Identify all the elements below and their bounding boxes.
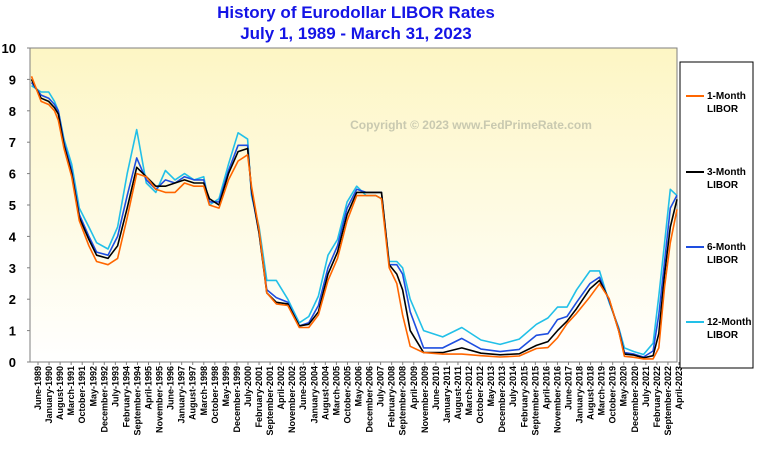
legend-label: 1-Month [707, 91, 746, 102]
x-tick-label: January-2004 [309, 366, 319, 424]
y-axis: 0 1 2 3 4 5 6 7 8 9 10 [2, 41, 30, 370]
legend-box [679, 61, 754, 369]
x-tick-label: April-2023 [674, 366, 684, 410]
x-tick-label: March-1991 [66, 366, 76, 416]
x-tick-label: February-2022 [652, 366, 662, 428]
y-tick-label: 0 [9, 355, 16, 370]
x-tick-label: October-1998 [210, 366, 220, 424]
x-tick-label: December-2006 [365, 366, 375, 433]
x-tick-label: February-2001 [254, 366, 264, 428]
y-tick-label: 10 [2, 41, 16, 56]
series-line-3-month-libor [30, 79, 678, 359]
x-tick-label: April-2002 [276, 366, 286, 410]
y-tick-label: 9 [9, 72, 16, 87]
legend-label: LIBOR [707, 104, 739, 115]
x-tick-label: November-2009 [420, 366, 430, 433]
x-tick-label: July-2007 [376, 366, 386, 407]
x-tick-label: June-2017 [563, 366, 573, 410]
x-tick-label: September-2022 [663, 366, 673, 436]
series-line-12-month-libor [31, 85, 678, 356]
x-tick-label: May-2020 [619, 366, 629, 407]
x-tick-label: April-1995 [144, 366, 154, 410]
x-tick-label: July-2014 [508, 366, 518, 407]
x-tick-label: March-2012 [464, 366, 474, 416]
x-tick-label: May-1999 [221, 366, 231, 407]
x-tick-label: December-1999 [232, 366, 242, 433]
x-tick-label: September-2001 [265, 366, 275, 436]
x-tick-label: December-2013 [497, 366, 507, 433]
x-tick-label: November-2016 [552, 366, 562, 433]
x-tick-label: June-2003 [298, 366, 308, 410]
y-tick-label: 3 [9, 261, 16, 276]
x-tick-label: May-2006 [354, 366, 364, 407]
x-tick-label: February-1994 [121, 366, 131, 428]
x-tick-label: May-2013 [486, 366, 496, 407]
legend-label: LIBOR [707, 180, 739, 191]
x-tick-label: April-2009 [409, 366, 419, 410]
x-tick-label: June-1996 [166, 366, 176, 410]
x-tick-label: October-2005 [342, 366, 352, 424]
x-tick-label: February-2015 [519, 366, 529, 428]
x-tick-label: January-2011 [442, 366, 452, 423]
x-tick-label: May-1992 [88, 366, 98, 407]
x-tick-label: January-1997 [177, 366, 187, 424]
x-tick-label: August-2018 [586, 366, 596, 420]
series-line-1-month-libor [30, 76, 678, 360]
x-tick-label: November-1995 [155, 366, 165, 433]
x-tick-label: August-2004 [320, 366, 330, 420]
y-tick-label: 5 [9, 198, 16, 213]
x-tick-label: August-1997 [188, 366, 198, 420]
x-tick-label: March-1998 [199, 366, 209, 416]
chart-title-line1: History of Eurodollar LIBOR Rates [217, 3, 495, 22]
x-tick-label: March-2019 [597, 366, 607, 416]
x-tick-label: November-2002 [287, 366, 297, 433]
y-tick-label: 7 [9, 135, 16, 150]
x-axis: June-1989 January-1990 August-1990 March-19… [33, 362, 684, 436]
y-tick-label: 8 [9, 104, 16, 119]
legend-label: LIBOR [707, 255, 739, 266]
y-tick-label: 6 [9, 167, 16, 182]
y-tick-label: 4 [9, 229, 17, 244]
x-tick-label: September-2008 [398, 366, 408, 436]
series-line-6-month-libor [30, 82, 678, 358]
x-tick-label: March-2005 [331, 366, 341, 416]
x-tick-label: September-2015 [530, 366, 540, 436]
legend-label: 3-Month [707, 167, 746, 178]
x-tick-label: January-1990 [44, 366, 54, 424]
legend: 1-Month LIBOR 3-Month LIBOR 6-Month LIBOR 12-M… [686, 91, 751, 341]
x-tick-label: July-2021 [641, 366, 651, 407]
x-tick-label: June-2010 [431, 366, 441, 410]
legend-label: LIBOR [707, 330, 739, 341]
x-tick-label: January-2018 [575, 366, 585, 424]
x-tick-label: April-2016 [541, 366, 551, 410]
x-tick-label: July-2000 [243, 366, 253, 407]
x-tick-label: September-1994 [132, 366, 142, 436]
x-tick-label: December-1992 [99, 366, 109, 433]
y-tick-label: 1 [9, 324, 16, 339]
x-tick-label: August-2011 [453, 366, 463, 420]
copyright-watermark: Copyright © 2023 www.FedPrimeRate.com [350, 118, 592, 132]
series-lines [30, 76, 678, 360]
x-tick-label: July-1993 [110, 366, 120, 407]
chart-title-line2: July 1, 1989 - March 31, 2023 [240, 24, 472, 43]
legend-label: 6-Month [707, 242, 746, 253]
x-tick-label: August-1990 [55, 366, 65, 420]
x-tick-label: December-2020 [630, 366, 640, 433]
y-tick-label: 2 [9, 292, 16, 307]
x-tick-label: February-2008 [387, 366, 397, 428]
legend-label: 12-Month [707, 317, 751, 328]
x-tick-label: October-2019 [608, 366, 618, 424]
x-tick-label: October-1991 [77, 366, 87, 424]
x-tick-label: June-1989 [33, 366, 43, 410]
x-tick-label: October-2012 [475, 366, 485, 424]
